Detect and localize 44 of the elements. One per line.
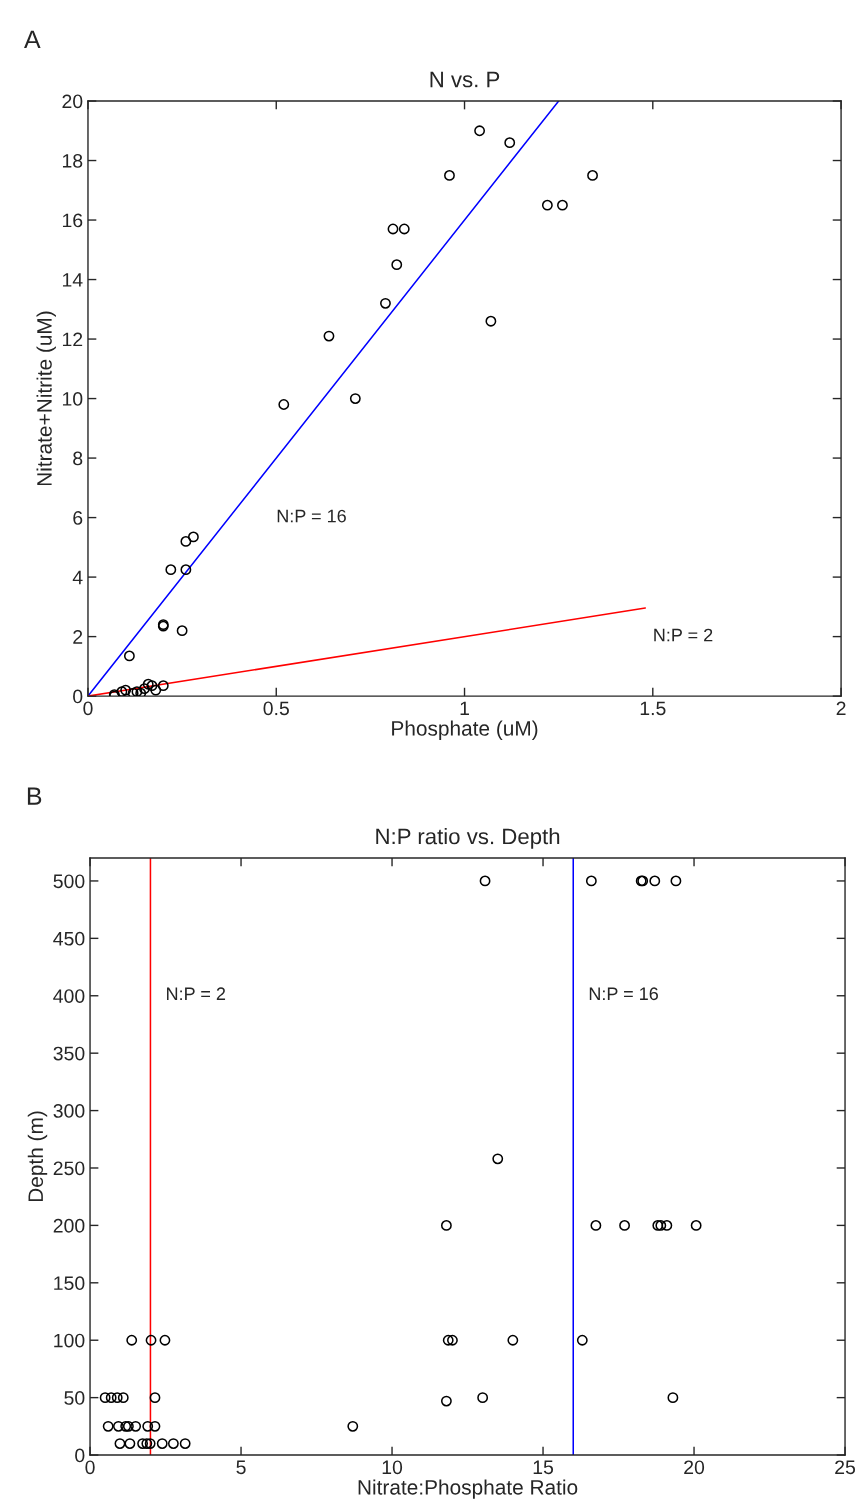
chart-title: N:P ratio vs. Depth [376, 827, 560, 849]
x-tick-label: 15 [533, 1460, 554, 1475]
x-tick-label: 25 [835, 1460, 856, 1475]
y-tick-label: 18 [62, 154, 83, 168]
text: A [24, 30, 41, 48]
x-axis-title: Phosphate (uM) [392, 720, 538, 740]
x-tick-label: 1 [460, 701, 469, 716]
y-tick-label: 4 [72, 570, 83, 585]
text: B [27, 787, 42, 805]
y-tick-label: 100 [54, 1333, 85, 1348]
annotation: N:P = 16 [589, 987, 658, 1001]
y-tick-label: 6 [73, 511, 83, 525]
y-tick-label: 300 [53, 1104, 85, 1118]
x-tick-label: 2 [836, 701, 846, 716]
y-axis-title: Depth (m) [27, 1111, 48, 1202]
y-tick-label: 14 [62, 273, 83, 287]
x-tick-label: 10 [382, 1460, 403, 1475]
y-tick-label: 0 [73, 689, 83, 704]
y-tick-label: 8 [73, 451, 83, 466]
y-tick-label: 20 [62, 94, 83, 109]
y-tick-label: 50 [64, 1391, 85, 1405]
y-tick-label: 500 [53, 874, 85, 889]
y-tick-label: 250 [53, 1161, 85, 1176]
y-tick-label: 10 [62, 392, 83, 406]
x-axis-title: Nitrate:Phosphate Ratio [358, 1479, 578, 1499]
x-tick-label: 0 [85, 1460, 95, 1475]
y-tick-label: 200 [53, 1218, 85, 1233]
x-tick-label: 20 [684, 1460, 705, 1475]
y-tick-label: 2 [73, 630, 83, 644]
y-tick-label: 350 [53, 1046, 85, 1061]
annotation: N:P = 2 [167, 987, 226, 1000]
x-tick-label: 0.5 [263, 701, 289, 716]
annotation: N:P = 2 [654, 628, 713, 642]
x-tick-label: 5 [236, 1460, 246, 1475]
y-tick-label: 12 [62, 332, 83, 347]
y-tick-label: 150 [54, 1276, 85, 1291]
y-tick-label: 400 [53, 989, 85, 1003]
annotation: N:P = 16 [277, 509, 346, 523]
y-tick-label: 0 [75, 1448, 85, 1463]
y-axis-title: Nitrate+Nitrite (uM) [36, 311, 56, 486]
y-tick-label: 450 [53, 931, 85, 946]
chart-title: N vs. P [430, 71, 500, 88]
x-tick-label: 1.5 [640, 701, 666, 716]
y-tick-label: 16 [62, 213, 83, 228]
